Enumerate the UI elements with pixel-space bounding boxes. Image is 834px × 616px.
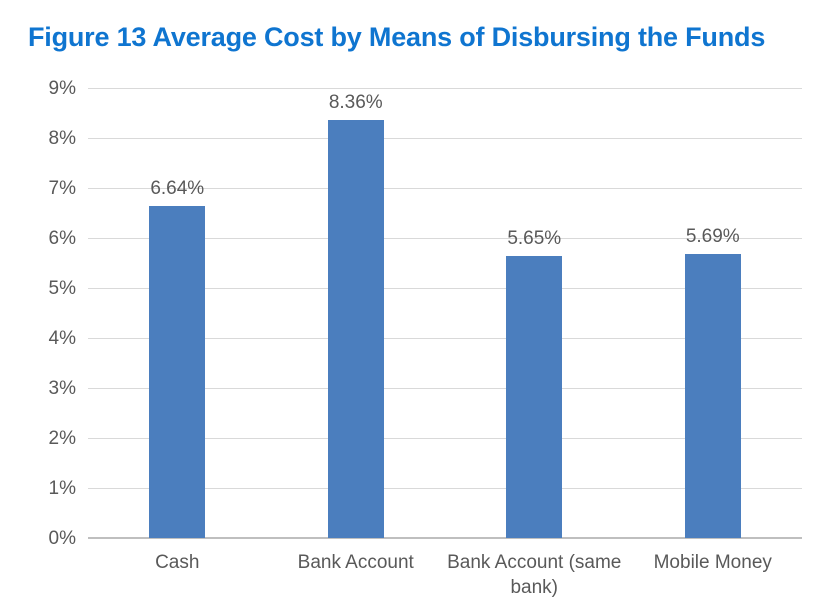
plot-area [88,88,802,539]
x-category-label: Bank Account [297,552,414,573]
y-axis-tick-label: 8% [48,128,76,149]
y-axis-tick-label: 3% [48,378,76,399]
x-category-label: Mobile Money [653,552,772,573]
y-axis-tick-label: 4% [48,328,76,349]
gridline [88,488,802,489]
gridline [88,388,802,389]
gridline [88,88,802,89]
bar-cash [149,206,206,538]
y-axis-tick-label: 6% [48,228,76,249]
bar-value-label: 8.36% [328,92,383,113]
x-category-label: Cash [155,552,200,573]
x-category-label: Bank Account (same bank) [447,552,622,598]
bar-mobile-money [684,253,741,538]
bar-value-label: 5.65% [507,227,562,249]
gridline [88,138,802,139]
bar-value-label: 6.64% [150,178,205,199]
y-axis-tick-label: 7% [48,178,76,199]
y-axis-tick-label: 5% [48,278,76,299]
bar-value-label: 5.69% [685,225,740,247]
gridline [88,238,802,239]
bar-bank-account-same-bank [506,255,563,538]
y-axis-tick-label: 0% [48,528,76,549]
y-axis-tick-label: 1% [48,478,76,499]
y-axis-tick-label: 9% [48,78,76,99]
gridline [88,188,802,189]
gridline [88,338,802,339]
gridline [88,288,802,289]
gridline [88,438,802,439]
y-axis-tick-label: 2% [48,428,76,449]
bar-bank-account [327,120,384,538]
x-axis-line [88,537,802,539]
chart-title: Figure 13 Average Cost by Means of Disbu… [28,22,766,52]
